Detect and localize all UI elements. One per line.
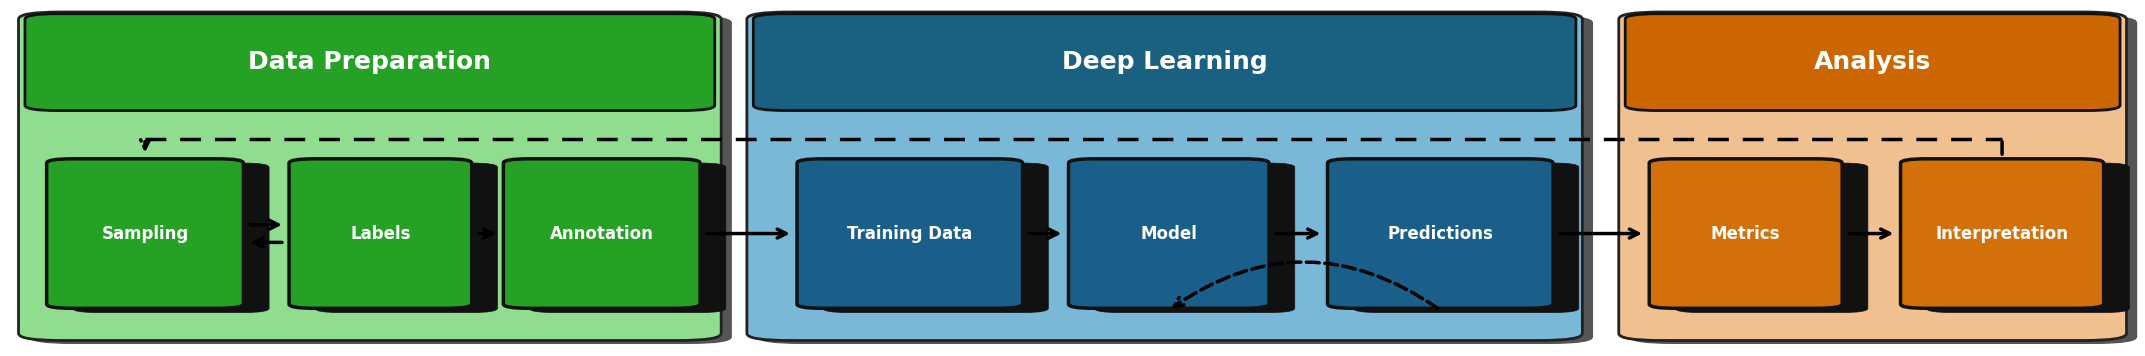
FancyBboxPatch shape — [1650, 159, 1843, 308]
FancyBboxPatch shape — [73, 163, 268, 313]
FancyBboxPatch shape — [1926, 163, 2130, 313]
FancyBboxPatch shape — [1328, 159, 1553, 308]
Text: Model: Model — [1141, 225, 1197, 242]
Text: Data Preparation: Data Preparation — [249, 50, 491, 74]
FancyBboxPatch shape — [824, 163, 1049, 313]
FancyBboxPatch shape — [746, 12, 1583, 340]
FancyBboxPatch shape — [1353, 163, 1579, 313]
Text: Training Data: Training Data — [847, 225, 972, 242]
FancyBboxPatch shape — [30, 16, 731, 344]
FancyBboxPatch shape — [798, 159, 1023, 308]
FancyBboxPatch shape — [1094, 163, 1296, 313]
Text: Annotation: Annotation — [549, 225, 654, 242]
Text: Deep Learning: Deep Learning — [1062, 50, 1268, 74]
Text: Predictions: Predictions — [1388, 225, 1493, 242]
Text: Sampling: Sampling — [101, 225, 189, 242]
Text: Interpretation: Interpretation — [1935, 225, 2068, 242]
FancyBboxPatch shape — [1630, 16, 2136, 344]
FancyBboxPatch shape — [504, 159, 699, 308]
FancyBboxPatch shape — [530, 163, 725, 313]
FancyBboxPatch shape — [315, 163, 498, 313]
FancyBboxPatch shape — [1675, 163, 1868, 313]
Text: Metrics: Metrics — [1712, 225, 1780, 242]
FancyBboxPatch shape — [753, 14, 1577, 110]
FancyBboxPatch shape — [757, 16, 1594, 344]
Text: Labels: Labels — [350, 225, 410, 242]
FancyBboxPatch shape — [1900, 159, 2104, 308]
Text: Analysis: Analysis — [1815, 50, 1930, 74]
FancyBboxPatch shape — [1068, 159, 1270, 308]
FancyBboxPatch shape — [19, 12, 721, 340]
FancyBboxPatch shape — [26, 14, 714, 110]
FancyBboxPatch shape — [290, 159, 472, 308]
FancyBboxPatch shape — [47, 159, 242, 308]
FancyBboxPatch shape — [1619, 12, 2126, 340]
FancyBboxPatch shape — [1626, 14, 2119, 110]
